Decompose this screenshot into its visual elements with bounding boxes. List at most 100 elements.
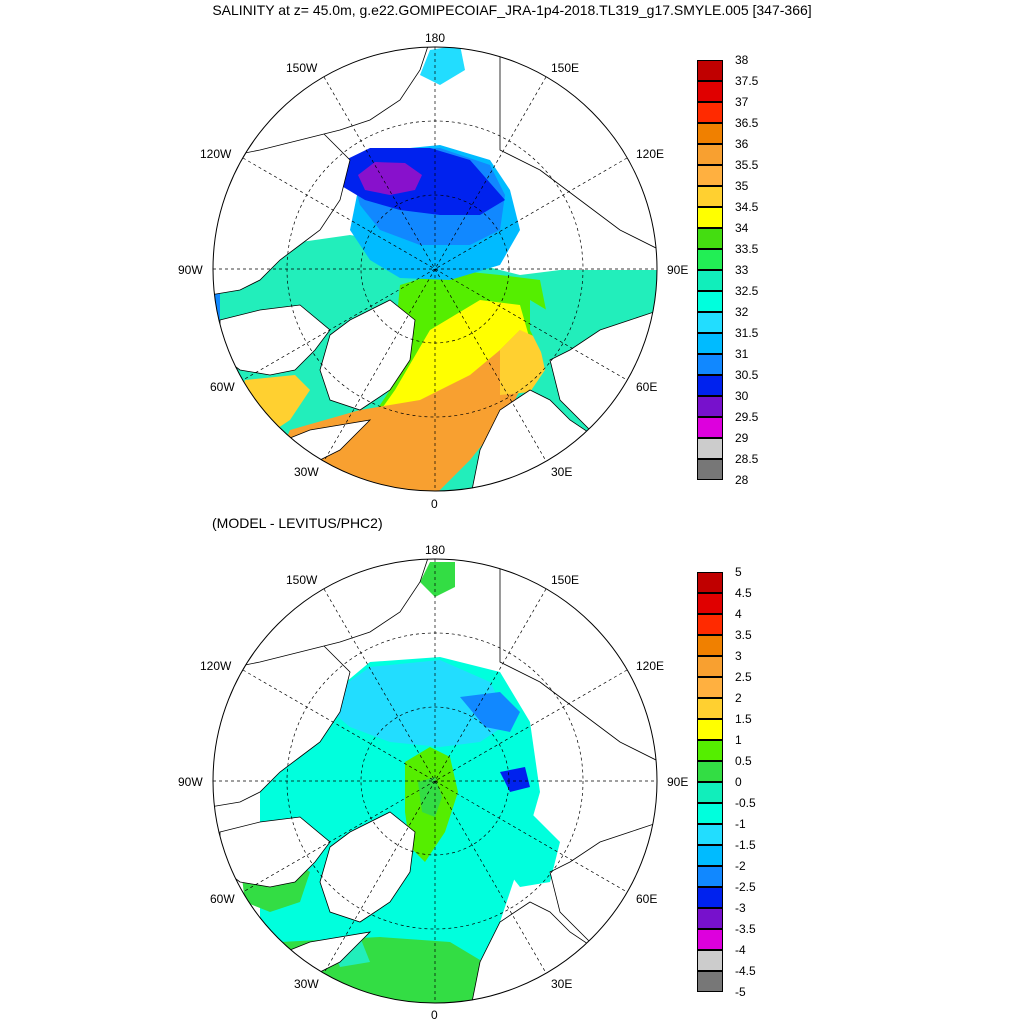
figure-title: SALINITY at z= 45.0m, g.e22.GOMIPECOIAF_…: [212, 2, 812, 18]
salinity-colorbar-swatch: [697, 228, 723, 249]
salinity-colorbar-label: 35.5: [735, 158, 759, 172]
lon-label-90e: 90E: [667, 263, 689, 277]
salinity-colorbar-swatch: [697, 312, 723, 333]
diff-lon-label-120e: 120E: [636, 659, 665, 673]
salinity-colorbar-label: 31.5: [735, 326, 759, 340]
difference-colorbar-label: 1.5: [735, 712, 752, 726]
graticule-difference: [213, 559, 657, 1003]
diff-lon-label-60e: 60E: [636, 892, 658, 906]
difference-colorbar-label: 2: [735, 691, 742, 705]
salinity-colorbar-swatch: [697, 60, 723, 81]
salinity-colorbar-swatch: [697, 417, 723, 438]
salinity-colorbar-swatch: [697, 270, 723, 291]
salinity-colorbar-swatch: [697, 81, 723, 102]
diff-lon-label-120w: 120W: [200, 659, 232, 673]
salinity-colorbar-label: 28: [735, 473, 749, 487]
difference-colorbar-label: 5: [735, 565, 742, 579]
salinity-colorbar-swatch: [697, 459, 723, 480]
map-boundary-difference: [212, 558, 658, 1004]
lon-label-150w: 150W: [286, 61, 318, 75]
difference-colorbar-swatch: [697, 782, 723, 803]
diff-lon-label-90e: 90E: [667, 775, 689, 789]
difference-colorbar-swatch: [697, 593, 723, 614]
graticule: [213, 47, 657, 491]
salinity-colorbar-swatch: [697, 333, 723, 354]
difference-colorbar-label: -2: [735, 859, 746, 873]
difference-colorbar-swatch: [697, 635, 723, 656]
difference-colorbar-label: -3: [735, 901, 746, 915]
salinity-colorbar-label: 32.5: [735, 284, 759, 298]
lon-label-60e: 60E: [636, 380, 658, 394]
salinity-colorbar-label: 30.5: [735, 368, 759, 382]
diff-lon-label-30w: 30W: [294, 977, 319, 991]
salinity-colorbar-swatch: [697, 354, 723, 375]
salinity-colorbar-swatch: [697, 102, 723, 123]
diff-lon-label-30e: 30E: [551, 977, 573, 991]
salinity-colorbar-label: 28.5: [735, 452, 759, 466]
lon-label-60w: 60W: [210, 380, 235, 394]
map-boundary: [212, 46, 658, 492]
salinity-colorbar-swatch: [697, 249, 723, 270]
salinity-colorbar-label: 36: [735, 137, 749, 151]
difference-colorbar-swatch: [697, 677, 723, 698]
difference-colorbar-swatch: [697, 719, 723, 740]
difference-colorbar-label: 4: [735, 607, 742, 621]
difference-colorbar-label: -2.5: [735, 880, 756, 894]
difference-colorbar-swatch: [697, 887, 723, 908]
difference-colorbar-swatch: [697, 740, 723, 761]
lon-label-180: 180: [425, 31, 446, 45]
salinity-colorbar-label: 31: [735, 347, 749, 361]
difference-colorbar-label: -4: [735, 943, 746, 957]
difference-colorbar-swatch: [697, 572, 723, 593]
salinity-colorbar: 38 37.5 37 36.5 36 35.5 35 34.5 34 33.5 33 32.5 32 31…: [697, 53, 777, 487]
salinity-colorbar-label: 35: [735, 179, 749, 193]
difference-colorbar-label: -1: [735, 817, 746, 831]
salinity-colorbar-label: 34: [735, 221, 749, 235]
salinity-colorbar-label: 38: [735, 53, 749, 67]
difference-colorbar-label: -1.5: [735, 838, 756, 852]
difference-colorbar-label: -3.5: [735, 922, 756, 936]
difference-colorbar-label: 3: [735, 649, 742, 663]
salinity-colorbar-label: 32: [735, 305, 749, 319]
salinity-colorbar-swatch: [697, 207, 723, 228]
difference-colorbar-swatch: [697, 845, 723, 866]
diff-lon-label-0: 0: [431, 1008, 438, 1022]
lon-label-30e: 30E: [551, 465, 573, 479]
diff-lon-label-90w: 90W: [178, 775, 203, 789]
difference-colorbar-swatch: [697, 929, 723, 950]
diff-lon-label-150w: 150W: [286, 573, 318, 587]
lon-label-0: 0: [431, 497, 438, 511]
salinity-colorbar-label: 36.5: [735, 116, 759, 130]
difference-colorbar-swatch: [697, 761, 723, 782]
lon-label-120w: 120W: [200, 147, 232, 161]
lon-label-90w: 90W: [178, 263, 203, 277]
salinity-colorbar-swatch: [697, 165, 723, 186]
difference-colorbar-label: -0.5: [735, 796, 756, 810]
salinity-colorbar-swatch: [697, 396, 723, 417]
difference-colorbar-swatch: [697, 803, 723, 824]
difference-colorbar-label: 2.5: [735, 670, 752, 684]
salinity-map: [200, 30, 680, 510]
salinity-colorbar-swatch: [697, 186, 723, 207]
diff-lon-label-150e: 150E: [551, 573, 580, 587]
difference-colorbar-swatch: [697, 971, 723, 992]
difference-colorbar-label: -5: [735, 985, 746, 999]
salinity-colorbar-swatch: [697, 291, 723, 312]
difference-colorbar-swatch: [697, 950, 723, 971]
salinity-colorbar-label: 33.5: [735, 242, 759, 256]
difference-colorbar-label: 3.5: [735, 628, 752, 642]
difference-colorbar-label: 4.5: [735, 586, 752, 600]
difference-subtitle: (MODEL - LEVITUS/PHC2): [212, 515, 383, 531]
difference-colorbar-swatch: [697, 908, 723, 929]
difference-colorbar-swatch: [697, 824, 723, 845]
salinity-colorbar-swatch: [697, 123, 723, 144]
salinity-colorbar-label: 30: [735, 389, 749, 403]
salinity-colorbar-label: 33: [735, 263, 749, 277]
lon-label-120e: 120E: [636, 147, 665, 161]
difference-colorbar-swatch: [697, 614, 723, 635]
salinity-colorbar-swatch: [697, 144, 723, 165]
difference-colorbar-swatch: [697, 866, 723, 887]
difference-colorbar-label: 0: [735, 775, 742, 789]
difference-colorbar-swatch: [697, 698, 723, 719]
diff-lon-label-60w: 60W: [210, 892, 235, 906]
